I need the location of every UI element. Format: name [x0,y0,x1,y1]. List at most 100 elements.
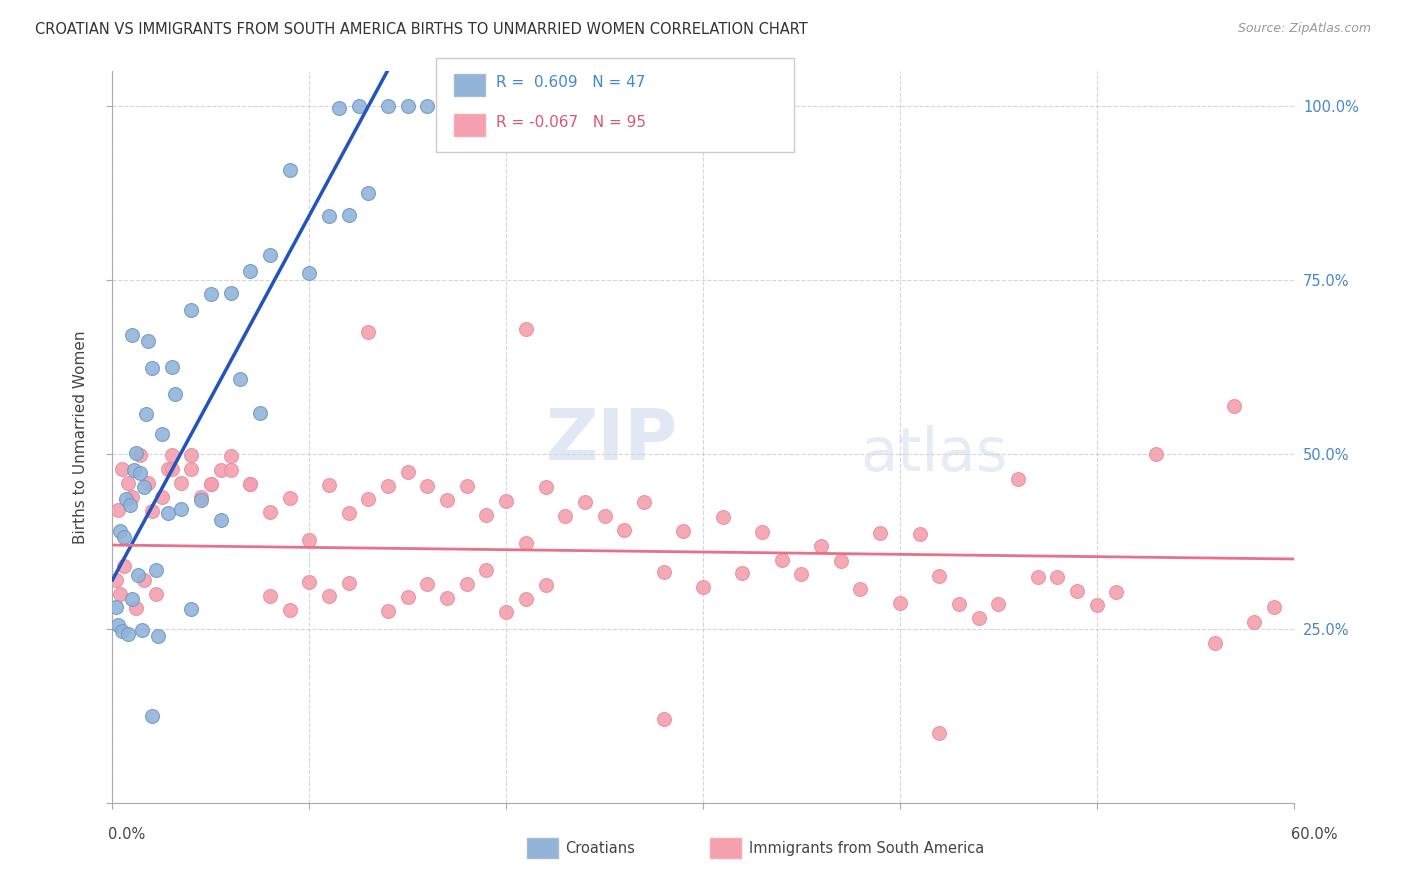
Point [146,629,169,643]
Point [278,163,301,178]
Point [1007,472,1029,486]
Point [830,553,852,567]
Point [190,491,212,505]
Point [1085,599,1108,613]
Point [967,611,990,625]
Point [672,524,695,538]
Point [180,602,202,616]
Text: Immigrants from South America: Immigrants from South America [749,841,984,855]
Point [160,462,183,476]
Point [633,495,655,509]
Point [229,372,252,386]
Point [107,617,129,632]
Point [180,462,202,476]
Point [298,533,321,548]
Point [249,406,271,420]
Point [377,478,399,492]
Point [396,465,419,479]
Point [337,575,360,590]
Point [554,508,576,523]
Y-axis label: Births to Unmarried Women: Births to Unmarried Women [73,330,89,544]
Point [318,478,340,492]
Point [416,576,439,591]
Point [117,475,139,490]
Point [1243,615,1265,629]
Point [298,575,321,590]
Point [416,479,439,493]
Point [1105,584,1128,599]
Point [141,361,163,376]
Point [318,590,340,604]
Point [125,446,148,460]
Point [574,495,596,509]
Point [209,513,232,527]
Point [613,523,636,537]
Point [111,461,134,475]
Point [652,712,675,726]
Text: R =  0.609   N = 47: R = 0.609 N = 47 [496,75,645,89]
Point [135,407,157,421]
Point [456,479,478,493]
Point [112,559,135,574]
Point [165,387,187,401]
Point [1144,448,1167,462]
Text: R = -0.067   N = 95: R = -0.067 N = 95 [496,115,647,129]
Point [200,476,222,491]
Point [416,99,439,113]
Point [136,334,159,348]
Point [357,325,380,339]
Point [928,568,950,582]
Point [259,248,281,262]
Point [1223,399,1246,413]
Point [156,506,179,520]
Point [593,508,616,523]
Point [377,604,399,618]
Point [1263,600,1285,615]
Point [131,623,153,637]
Text: Source: ZipAtlas.com: Source: ZipAtlas.com [1237,22,1371,36]
Point [436,493,458,508]
Text: atlas: atlas [860,425,1008,484]
Point [117,627,139,641]
Point [219,285,242,300]
Point [731,566,754,581]
Point [357,492,380,507]
Point [1046,570,1069,584]
Point [127,567,149,582]
Point [278,603,301,617]
Point [1204,635,1226,649]
Point [515,322,537,336]
Point [190,493,212,508]
Point [328,101,350,115]
Point [770,553,793,567]
Point [751,524,773,539]
Point [105,573,128,587]
Point [121,592,143,607]
Point [948,597,970,611]
Point [1026,570,1049,584]
Point [105,600,128,615]
Point [160,448,183,462]
Point [239,263,262,277]
Point [121,327,143,342]
Point [150,426,173,441]
Point [436,591,458,605]
Point [110,524,132,538]
Point [132,574,155,588]
Point [160,359,183,374]
Point [209,463,232,477]
Point [239,477,262,491]
Point [145,563,167,577]
Point [111,624,134,639]
Point [132,480,155,494]
Point [849,582,872,596]
Point [869,526,891,541]
Point [200,476,222,491]
Point [357,186,380,200]
Text: Croatians: Croatians [565,841,636,855]
Point [129,467,152,481]
Text: 60.0%: 60.0% [1291,827,1339,841]
Point [278,491,301,506]
Point [889,596,911,610]
Point [219,463,242,477]
